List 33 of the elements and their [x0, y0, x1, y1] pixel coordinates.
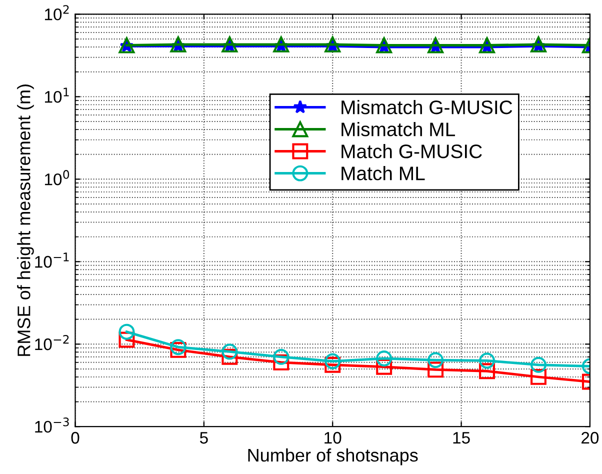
x-tick-label: 10 [324, 432, 342, 444]
point [530, 356, 546, 373]
y-tick-label: 10$^{−3}$ [35, 417, 69, 433]
legend-label: Match G-MUSIC [342, 144, 482, 158]
y-tick-label: 10$^{−1}$ [35, 252, 69, 268]
point [118, 332, 135, 348]
legend-label: Match ML [342, 166, 425, 180]
x-axis-title: Number of shotsnaps [248, 448, 418, 466]
y-axis-title: RMSE of height measurement (m) [17, 84, 34, 356]
point [479, 352, 496, 369]
y-tick-label: 10$^{−2}$ [35, 334, 69, 350]
point [273, 348, 290, 365]
legend-label: Mismatch G-MUSIC [342, 100, 512, 114]
point [530, 368, 546, 385]
y-tick-label: 10$^{1}$ [44, 88, 69, 103]
point [273, 354, 290, 370]
point [479, 363, 496, 380]
point [428, 362, 444, 378]
legend-label: Mismatch ML [342, 122, 455, 136]
point [376, 358, 392, 375]
point [324, 353, 341, 370]
point [118, 324, 135, 340]
y-tick-label: 10$^{2}$ [44, 5, 69, 20]
x-tick-label: 0 [71, 432, 80, 444]
point [222, 348, 238, 365]
x-tick-label: 15 [453, 432, 470, 444]
x-tick-label: 5 [200, 432, 208, 444]
y-tick-label: 10$^{0}$ [44, 170, 70, 186]
point [222, 344, 238, 360]
point [376, 350, 392, 366]
x-tick-label: 20 [582, 432, 599, 444]
point [324, 356, 341, 373]
point [428, 352, 444, 368]
